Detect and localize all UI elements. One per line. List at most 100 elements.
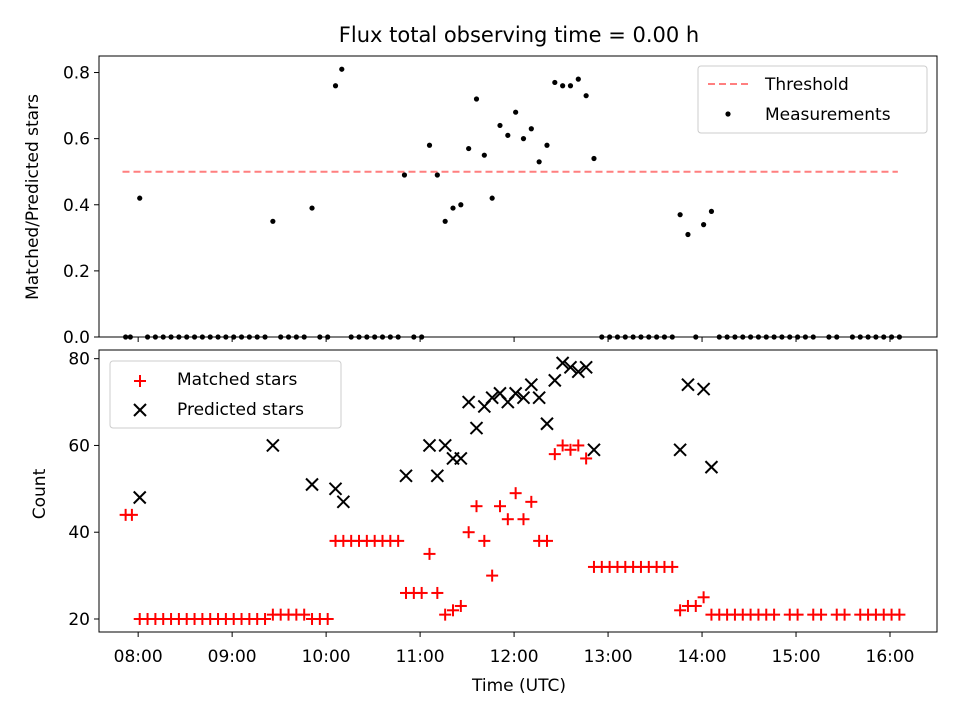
x-tick-label: 14:00 bbox=[678, 647, 727, 667]
measurement-point bbox=[513, 109, 519, 115]
measurement-point bbox=[575, 76, 581, 82]
matched-point bbox=[791, 608, 804, 621]
x-tick-label: 16:00 bbox=[866, 647, 915, 667]
measurement-point bbox=[677, 212, 683, 218]
y-tick-label: 0.2 bbox=[63, 262, 90, 282]
matched-point bbox=[556, 439, 569, 452]
predicted-legend-label: Predicted stars bbox=[177, 400, 304, 420]
measurement-point bbox=[458, 202, 464, 208]
predicted-point bbox=[336, 495, 351, 509]
predicted-point bbox=[704, 460, 719, 474]
bottom-legend: Matched stars Predicted stars bbox=[109, 360, 342, 429]
predicted-point bbox=[516, 391, 531, 405]
predicted-point bbox=[469, 421, 484, 435]
matched-point bbox=[446, 604, 459, 617]
matched-point bbox=[259, 612, 272, 625]
matched-point bbox=[321, 612, 334, 625]
measurement-point bbox=[560, 83, 566, 89]
x-tick-label: 12:00 bbox=[490, 647, 539, 667]
y-tick-label: 0.8 bbox=[63, 64, 90, 84]
matched-legend-swatch bbox=[134, 375, 146, 387]
x-tick-label: 09:00 bbox=[208, 647, 257, 667]
matched-point bbox=[674, 604, 687, 617]
measurement-point bbox=[583, 93, 589, 99]
matched-point bbox=[525, 495, 538, 508]
predicted-point bbox=[587, 443, 601, 457]
y-tick-label: 80 bbox=[68, 350, 90, 370]
matched-point bbox=[431, 586, 444, 599]
matched-point bbox=[564, 443, 577, 456]
matched-point bbox=[470, 500, 483, 513]
matched-point bbox=[125, 508, 138, 521]
matched-point bbox=[815, 608, 828, 621]
matched-point bbox=[666, 560, 679, 573]
measurement-point bbox=[466, 145, 472, 152]
threshold-legend-label: Threshold bbox=[764, 75, 849, 95]
measurement-point bbox=[442, 218, 448, 224]
top-y-axis-label: Matched/Predicted stars bbox=[23, 94, 43, 300]
bottom-y-axis-label: Count bbox=[30, 468, 50, 519]
measurement-point bbox=[401, 172, 408, 178]
matched-point bbox=[415, 586, 428, 599]
panel-frame bbox=[98, 55, 938, 338]
measurement-point bbox=[309, 205, 315, 211]
y-tick-label: 20 bbox=[68, 610, 90, 630]
predicted-point bbox=[508, 386, 523, 401]
predicted-point bbox=[673, 443, 687, 457]
measurement-point bbox=[505, 132, 511, 138]
measurement-point bbox=[591, 155, 597, 162]
bottom-legend-frame bbox=[109, 360, 342, 429]
top-legend: Threshold Measurements bbox=[697, 65, 928, 134]
measurement-point bbox=[481, 152, 487, 158]
ratio-panel: 0.0 0.2 0.4 0.6 0.8 bbox=[63, 55, 938, 348]
measurement-point bbox=[473, 96, 480, 102]
measurement-point bbox=[497, 122, 503, 129]
predicted-point bbox=[540, 417, 554, 431]
measurement-point bbox=[426, 142, 433, 148]
measurement-point bbox=[520, 136, 527, 142]
predicted-point bbox=[438, 438, 452, 453]
predicted-point bbox=[563, 360, 578, 375]
predicted-point bbox=[485, 391, 499, 405]
y-tick-label: 0.0 bbox=[63, 328, 90, 348]
measurement-point bbox=[552, 79, 558, 86]
matched-point bbox=[478, 534, 491, 547]
y-tick-label: 60 bbox=[68, 436, 90, 456]
matched-legend-label: Matched stars bbox=[177, 370, 297, 390]
measurement-point bbox=[434, 172, 440, 178]
count-panel: 20 40 60 80 08:00 09:00 10:00 11:00 12:00 13:00 14… bbox=[68, 349, 938, 667]
matched-point bbox=[486, 569, 499, 582]
matched-point bbox=[517, 513, 530, 526]
matched-point bbox=[768, 608, 781, 621]
predicted-point bbox=[696, 382, 711, 396]
matched-point bbox=[893, 608, 906, 621]
matched-point bbox=[697, 591, 710, 604]
x-tick-label: 15:00 bbox=[772, 647, 821, 667]
measurement-point bbox=[536, 159, 542, 165]
predicted-point bbox=[524, 378, 539, 392]
predicted-point bbox=[579, 360, 593, 375]
series-predicted-stars bbox=[133, 356, 719, 509]
x-tick-label: 08:00 bbox=[114, 647, 163, 667]
predicted-point bbox=[266, 438, 280, 453]
y-tick-label: 40 bbox=[68, 523, 90, 543]
measurement-point bbox=[567, 83, 574, 89]
measurement-point bbox=[450, 205, 456, 211]
panel-frame bbox=[98, 349, 938, 633]
measurement-point bbox=[489, 195, 495, 201]
measurement-point bbox=[544, 142, 550, 148]
matched-point bbox=[493, 500, 506, 513]
top-legend-frame bbox=[697, 65, 928, 134]
predicted-point bbox=[305, 477, 319, 492]
matched-point bbox=[689, 599, 702, 612]
x-tick-label: 13:00 bbox=[584, 647, 633, 667]
matched-point bbox=[838, 608, 851, 621]
predicted-point bbox=[548, 373, 562, 388]
predicted-point bbox=[422, 438, 437, 453]
matched-point bbox=[462, 526, 475, 539]
matched-point bbox=[423, 547, 436, 560]
predicted-point bbox=[532, 391, 546, 405]
measurement-point bbox=[270, 218, 276, 224]
predicted-point bbox=[571, 364, 586, 379]
